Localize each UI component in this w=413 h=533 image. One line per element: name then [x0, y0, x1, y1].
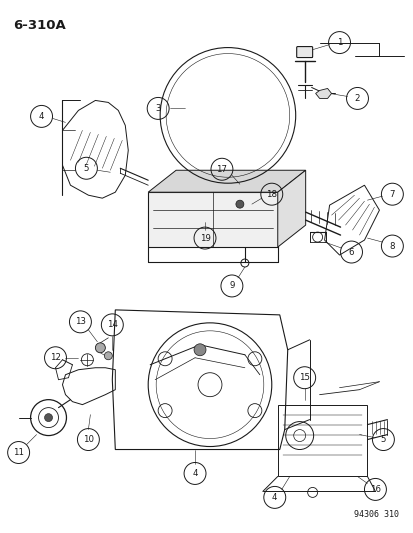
Circle shape — [104, 352, 112, 360]
Text: 17: 17 — [216, 165, 227, 174]
Text: 8: 8 — [389, 241, 394, 251]
Text: 5: 5 — [83, 164, 89, 173]
Circle shape — [235, 200, 243, 208]
Text: 6-310A: 6-310A — [13, 19, 65, 31]
Polygon shape — [277, 170, 305, 247]
Text: 19: 19 — [199, 233, 210, 243]
Text: 7: 7 — [389, 190, 394, 199]
Text: 9: 9 — [229, 281, 234, 290]
Text: 18: 18 — [266, 190, 277, 199]
Polygon shape — [148, 170, 305, 192]
Text: 4: 4 — [192, 469, 197, 478]
Text: 1: 1 — [336, 38, 342, 47]
Circle shape — [194, 344, 206, 356]
Polygon shape — [315, 88, 331, 99]
Text: 94306 310: 94306 310 — [354, 510, 399, 519]
Circle shape — [45, 414, 52, 422]
Text: 3: 3 — [155, 104, 161, 113]
Text: 2: 2 — [354, 94, 359, 103]
Text: 11: 11 — [13, 448, 24, 457]
Text: 5: 5 — [380, 435, 385, 444]
Text: 4: 4 — [39, 112, 44, 121]
Text: 15: 15 — [299, 373, 309, 382]
Polygon shape — [148, 192, 277, 247]
Text: 16: 16 — [369, 485, 380, 494]
Text: 14: 14 — [107, 320, 118, 329]
FancyBboxPatch shape — [296, 46, 312, 58]
Text: 6: 6 — [348, 247, 354, 256]
Text: 13: 13 — [75, 317, 86, 326]
Text: 4: 4 — [271, 493, 277, 502]
Text: 12: 12 — [50, 353, 61, 362]
Text: 10: 10 — [83, 435, 94, 444]
Circle shape — [95, 343, 105, 353]
